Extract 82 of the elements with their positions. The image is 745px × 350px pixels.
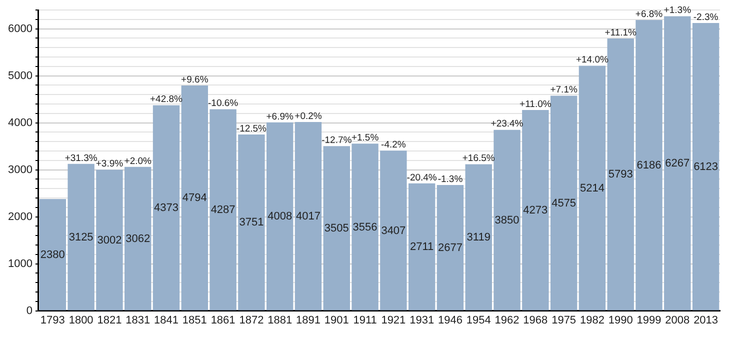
data-label: 3850 xyxy=(494,214,520,226)
y-tick-label: 3000 xyxy=(8,164,32,176)
x-tick-label: 1946 xyxy=(438,314,462,326)
data-label: 3505 xyxy=(324,222,349,234)
data-label: 5214 xyxy=(580,182,604,194)
data-label: 2380 xyxy=(40,248,65,261)
annotation: -10.6% xyxy=(208,98,239,110)
x-tick-label: 1901 xyxy=(324,314,349,326)
x-tick-label: 1861 xyxy=(210,314,236,326)
annotation: -12.5% xyxy=(236,123,268,134)
annotation: +3.9% xyxy=(96,158,124,170)
data-label: 4017 xyxy=(296,210,320,222)
data-label: 6186 xyxy=(636,159,662,172)
data-label: 3407 xyxy=(381,224,406,237)
annotation: +16.5% xyxy=(462,153,496,164)
annotation: +11.1% xyxy=(604,27,638,38)
annotation: -1.3% xyxy=(438,174,464,185)
data-label: 3119 xyxy=(466,232,490,244)
data-label: 6123 xyxy=(694,160,718,173)
x-tick-label: 2008 xyxy=(665,314,690,326)
x-tick-label: 1800 xyxy=(68,314,94,326)
data-label: 2711 xyxy=(410,241,434,254)
y-tick-label: 1000 xyxy=(8,258,32,270)
y-tick-label: 6000 xyxy=(8,22,32,35)
data-label: 3125 xyxy=(68,231,94,244)
data-label: 6267 xyxy=(665,158,690,170)
x-tick-label: 1975 xyxy=(552,314,576,326)
annotation: +14.0% xyxy=(576,54,609,66)
y-tick-label: 0 xyxy=(26,304,32,317)
x-tick-label: 1831 xyxy=(126,314,150,326)
y-tick-label: 4000 xyxy=(8,116,32,129)
x-tick-label: 1872 xyxy=(239,314,264,326)
data-label: 4575 xyxy=(552,197,576,210)
annotation: +0.2% xyxy=(294,110,322,122)
x-tick-label: 1982 xyxy=(580,314,604,326)
annotation: -4.2% xyxy=(381,140,406,151)
annotation: -20.4% xyxy=(406,172,438,184)
annotation: +31.3% xyxy=(64,152,98,164)
annotation: +11.0% xyxy=(520,98,552,110)
annotation: +7.1% xyxy=(550,84,578,96)
x-tick-label: 1931 xyxy=(410,314,434,326)
x-tick-label: 1841 xyxy=(154,314,178,326)
annotation: +9.6% xyxy=(181,74,209,86)
x-tick-label: 1911 xyxy=(353,314,377,326)
data-label: 3751 xyxy=(239,216,264,229)
annotation: +1.3% xyxy=(664,5,692,16)
x-tick-label: 1990 xyxy=(608,314,633,326)
data-label: 4008 xyxy=(268,210,292,223)
annotation: +6.8% xyxy=(635,8,664,20)
annotation: -2.3% xyxy=(693,12,719,23)
annotation: -12.7% xyxy=(322,134,352,146)
bar xyxy=(294,122,322,310)
x-tick-label: 1968 xyxy=(523,314,548,326)
x-tick-label: 1954 xyxy=(466,314,491,326)
data-label: 4794 xyxy=(182,192,207,204)
data-label: 4273 xyxy=(523,204,548,216)
x-tick-label: 1851 xyxy=(182,314,207,326)
bar xyxy=(578,66,606,310)
bar xyxy=(436,184,464,310)
x-tick-label: 1891 xyxy=(296,314,320,326)
annotation: +42.8% xyxy=(150,94,184,106)
data-label: 2677 xyxy=(438,242,462,254)
y-tick-label: 5000 xyxy=(8,70,32,82)
x-tick-label: 1921 xyxy=(381,314,406,326)
y-tick-label: 2000 xyxy=(8,210,32,223)
bar xyxy=(152,105,180,310)
data-label: 3556 xyxy=(352,221,378,234)
annotation: +1.5% xyxy=(351,132,380,144)
x-tick-label: 1881 xyxy=(268,314,292,326)
data-label: 3062 xyxy=(126,232,150,245)
x-tick-label: 1793 xyxy=(40,314,65,326)
annotation: +2.0% xyxy=(124,156,152,167)
x-tick-label: 2013 xyxy=(694,314,718,326)
data-label: 3002 xyxy=(97,234,122,246)
annotation: +6.9% xyxy=(266,111,294,122)
x-tick-label: 1999 xyxy=(636,314,662,326)
data-label: 4287 xyxy=(210,204,236,216)
data-label: 5793 xyxy=(608,168,633,181)
data-label: 4373 xyxy=(154,202,178,214)
x-tick-label: 1821 xyxy=(97,314,122,326)
x-tick-label: 1962 xyxy=(494,314,520,326)
annotation: +23.4% xyxy=(490,118,524,130)
